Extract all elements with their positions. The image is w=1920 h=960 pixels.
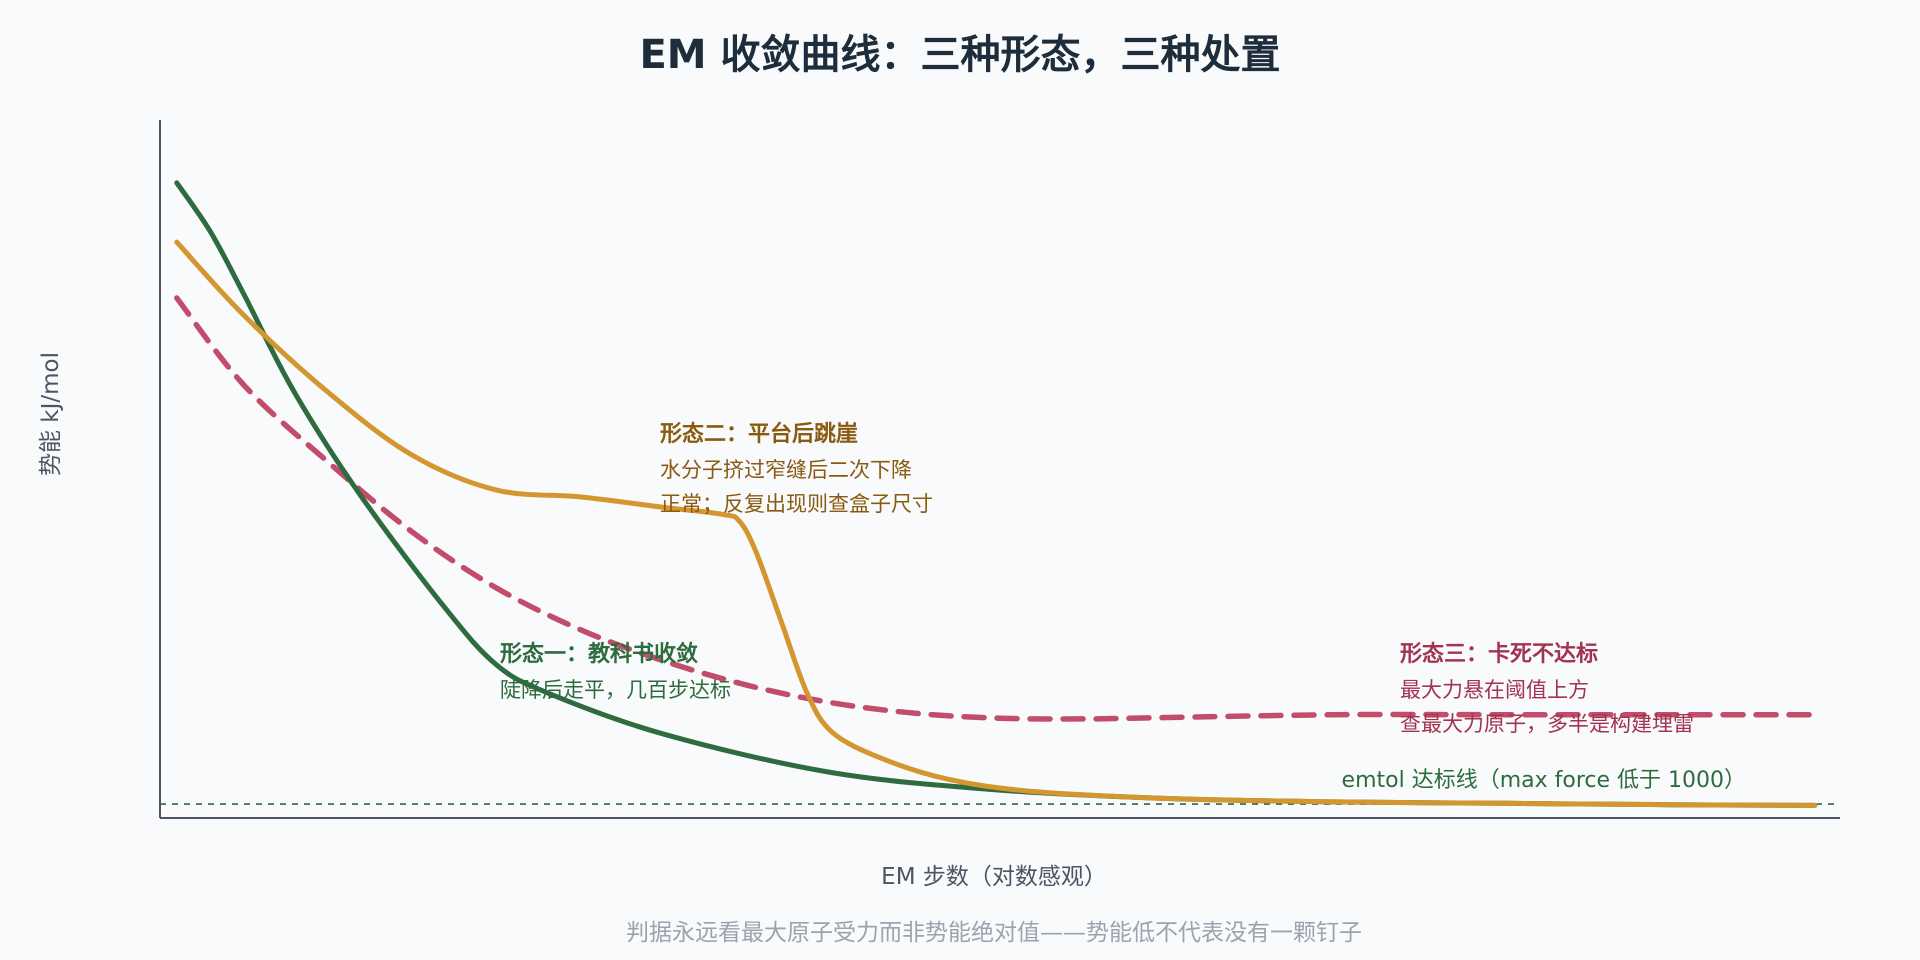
series-line-3 xyxy=(174,295,1818,722)
annotation-title-3: 形态三：卡死不达标 xyxy=(1400,641,1598,667)
annotation-line-2-1: 水分子挤过窄缝后二次下降 xyxy=(660,458,912,482)
footnote: 判据永远看最大原子受力而非势能绝对值——势能低不代表没有一颗钉子 xyxy=(626,920,1362,946)
annotation-title-2: 形态二：平台后跳崖 xyxy=(660,421,858,447)
y-axis-label: 势能 kJ/mol xyxy=(38,352,64,476)
series-line-2 xyxy=(174,239,1818,808)
annotation-title-1: 形态一：教科书收敛 xyxy=(500,641,698,667)
plot-area: emtol 达标线（max force 低于 1000） 形态一：教科书收敛陡降… xyxy=(159,120,1840,819)
x-axis-label: EM 步数（对数感观） xyxy=(881,864,1107,890)
threshold-label: emtol 达标线（max force 低于 1000） xyxy=(1342,768,1746,793)
chart-title: EM 收敛曲线：三种形态，三种处置 xyxy=(639,32,1280,78)
annotation-line-3-2: 查最大力原子，多半是构建埋雷 xyxy=(1400,712,1694,736)
annotation-line-1-1: 陡降后走平，几百步达标 xyxy=(500,678,731,702)
annotation-line-3-1: 最大力悬在阈值上方 xyxy=(1400,678,1589,702)
series-group xyxy=(174,180,1818,808)
annotation-line-2-2: 正常；反复出现则查盒子尺寸 xyxy=(660,492,933,516)
